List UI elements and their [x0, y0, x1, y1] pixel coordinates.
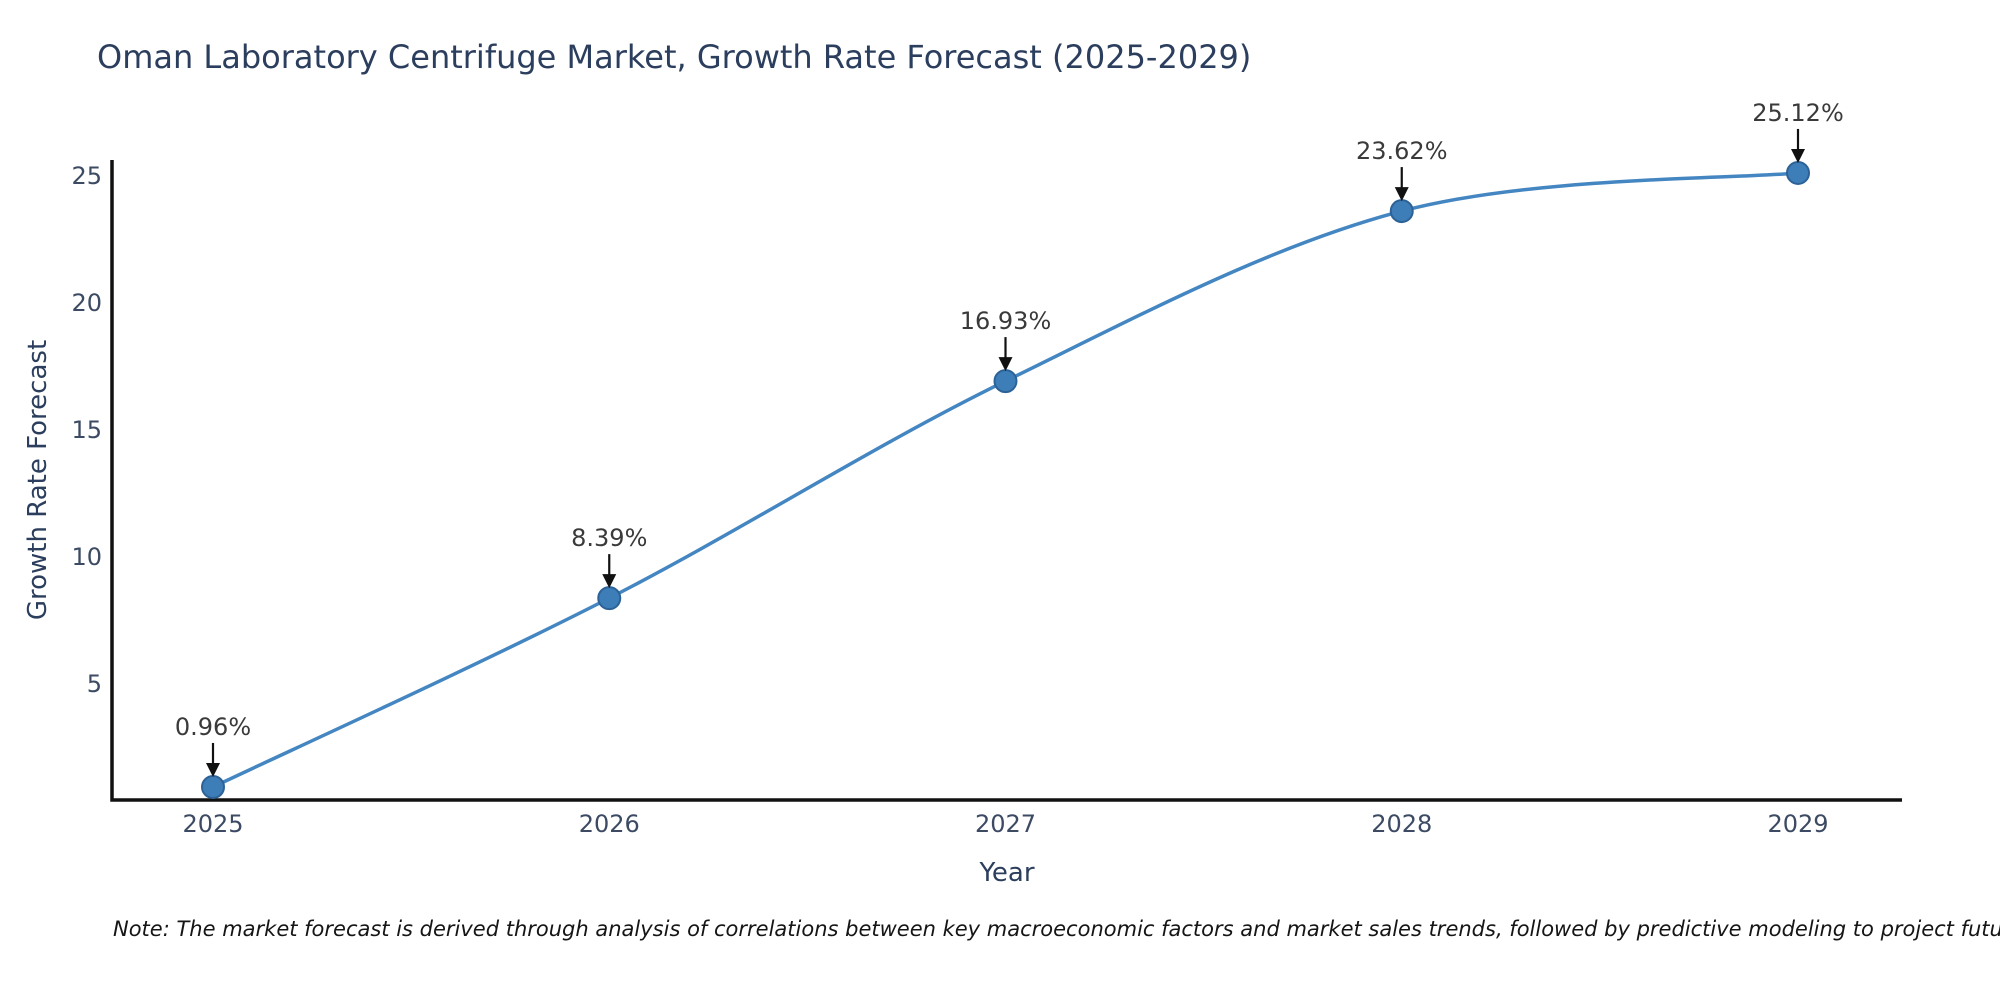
- footnote-text: Note: The market forecast is derived thr…: [113, 917, 2000, 941]
- axis-spines: [110, 160, 1902, 802]
- x-axis-label: Year: [979, 858, 1035, 888]
- x-tick-2026: 2026: [578, 810, 640, 838]
- point-annotation-2027: 16.93%: [959, 307, 1052, 336]
- annotation-arrow-head-icon: [998, 357, 1013, 372]
- data-point-marker-2025: [201, 774, 225, 799]
- data-point-marker-2027: [993, 369, 1018, 394]
- forecast-line: [211, 171, 1800, 789]
- data-point-marker-2028: [1389, 199, 1414, 224]
- x-tick-2025: 2025: [182, 810, 244, 838]
- point-annotation-2029: 25.12%: [1752, 98, 1844, 127]
- y-tick-20: 20: [71, 289, 102, 318]
- annotation-arrow-head-icon: [1394, 187, 1409, 202]
- x-tick-2027: 2027: [974, 810, 1037, 838]
- data-point-marker-2026: [597, 586, 622, 611]
- annotation-arrow-head-icon: [602, 574, 617, 589]
- point-annotation-2025: 0.96%: [174, 712, 252, 741]
- annotation-arrow-head-icon: [1791, 148, 1805, 163]
- x-tick-2029: 2029: [1767, 810, 1829, 838]
- y-tick-15: 15: [71, 416, 102, 445]
- point-annotation-2028: 23.62%: [1355, 137, 1448, 166]
- point-annotation-2026: 8.39%: [571, 524, 648, 553]
- data-point-marker-2029: [1786, 160, 1810, 185]
- chart-title: Oman Laboratory Centrifuge Market, Growt…: [97, 38, 1252, 76]
- x-tick-2028: 2028: [1371, 810, 1433, 838]
- y-tick-5: 5: [86, 670, 102, 699]
- y-tick-10: 10: [71, 543, 102, 572]
- annotation-arrow-head-icon: [206, 762, 220, 777]
- y-tick-25: 25: [71, 162, 102, 190]
